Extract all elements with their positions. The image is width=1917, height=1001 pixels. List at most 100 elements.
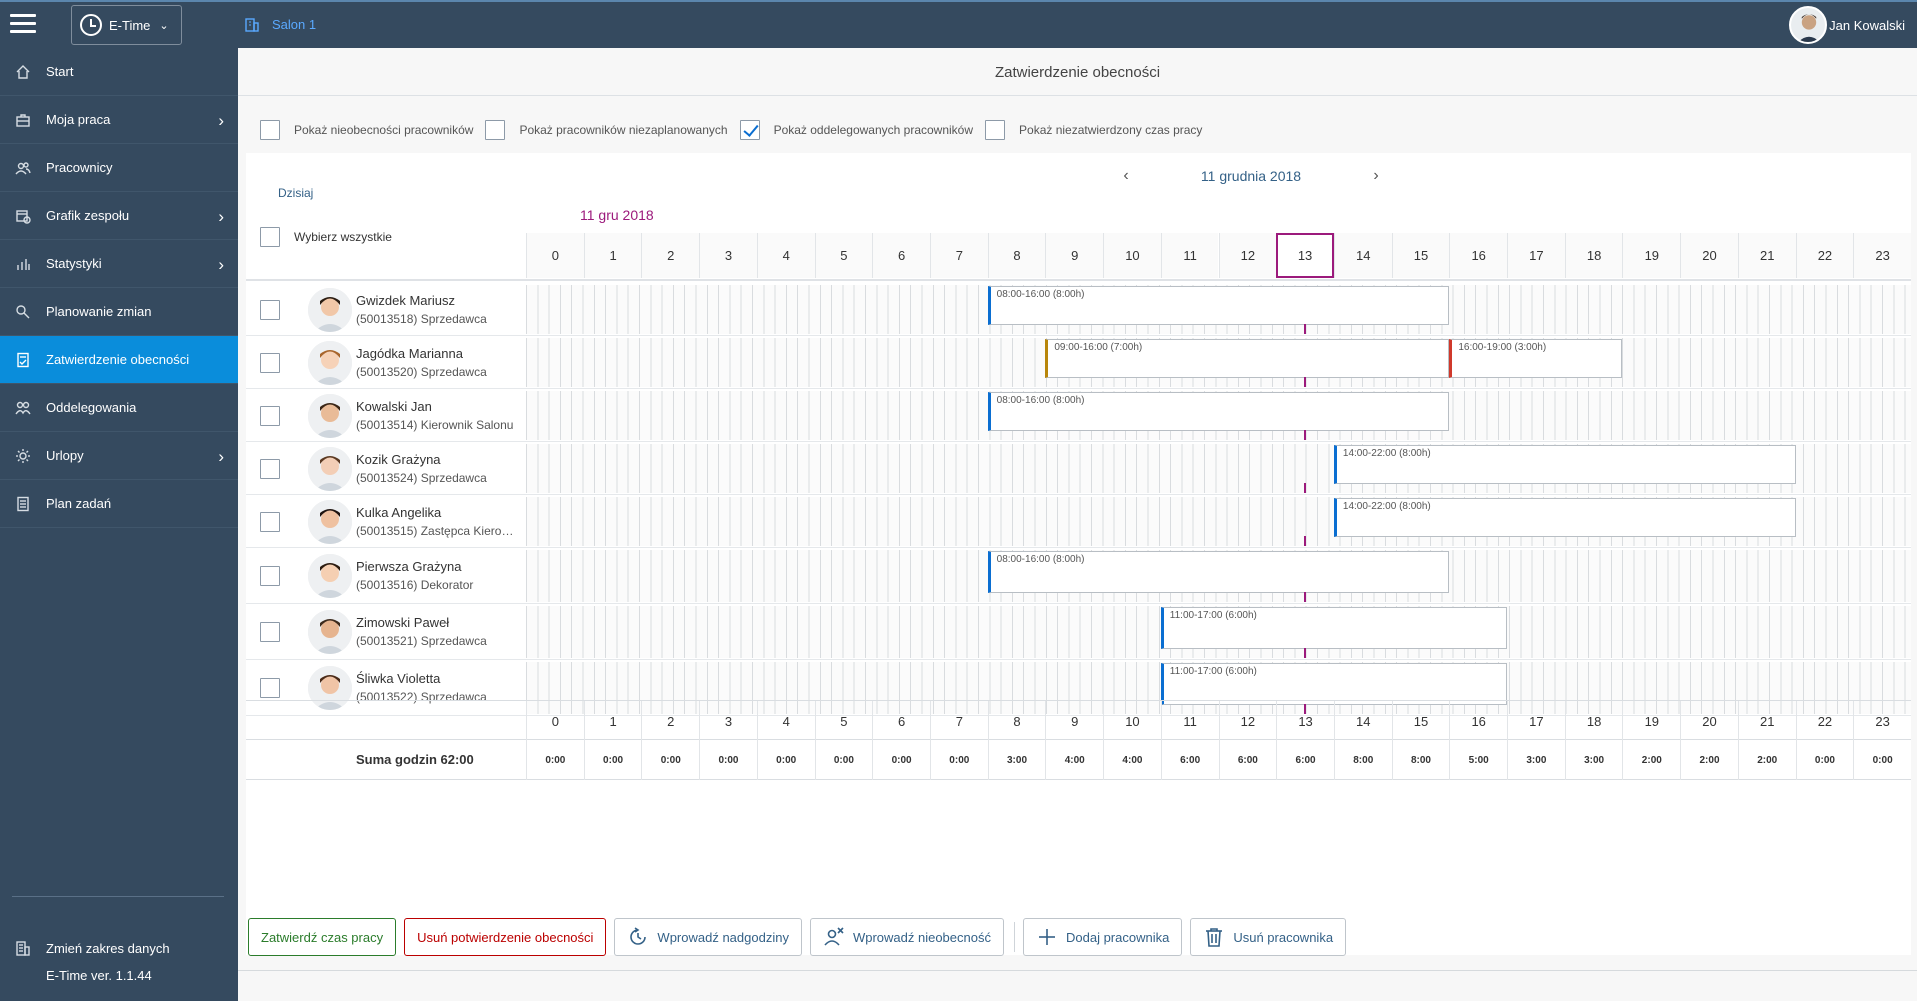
row-checkbox[interactable] [260,622,280,642]
row-checkbox[interactable] [260,299,280,320]
sidebar-item-3[interactable]: Grafik zespołu › [0,192,238,240]
hour-header: 9 [1045,233,1104,278]
shift-block[interactable]: 08:00-16:00 (8:00h) [987,286,1450,325]
overtime-button[interactable]: Wprowadź nadgodziny [614,918,802,956]
hour-header: 20 [1680,233,1738,278]
timeline-grid [526,606,1911,658]
sidebar-item-0[interactable]: Start [0,48,238,96]
change-range-item[interactable]: Zmień zakres danych [0,924,238,972]
user-menu[interactable]: Jan Kowalski [1789,6,1905,44]
sun-icon [14,447,32,465]
filter-checkbox[interactable] [985,120,1006,140]
sidebar-item-6[interactable]: Zatwierdzenie obecności [0,336,238,384]
calendar-icon [14,207,32,225]
shift-block[interactable]: 14:00-22:00 (8:00h) [1333,445,1796,484]
filter-checkbox[interactable] [260,120,280,140]
remove-approval-button[interactable]: Usuń potwierdzenie obecności [404,918,607,956]
table-row[interactable]: Jagódka Marianna (50013520) Sprzedawca 09:… [246,336,1911,389]
total-hours-label: Suma godzin 62:00 [356,752,474,767]
sidebar-item-label: Oddelegowania [46,400,137,415]
shift-block[interactable]: 09:00-16:00 (7:00h) [1045,339,1450,378]
shift-block[interactable]: 08:00-16:00 (8:00h) [987,392,1450,431]
row-checkbox[interactable] [260,678,280,698]
shift-block[interactable]: 11:00-17:00 (6:00h) [1160,663,1508,705]
plus-icon [1038,929,1055,945]
sidebar-item-7[interactable]: Oddelegowania [0,384,238,432]
add-employee-label: Dodaj pracownika [1065,929,1170,945]
app-switcher[interactable]: E-Time ⌄ [71,5,182,45]
filter-option-3[interactable]: Pokaż niezatwierdzony czas pracy [985,120,1202,140]
filter-label: Pokaż oddelegowanych pracowników [773,123,974,137]
hour-sum: 5:00 [1449,740,1507,780]
app-version: E-Time ver. 1.1.44 [46,968,152,983]
hour-header: 2 [641,233,700,278]
row-checkbox[interactable] [260,352,280,373]
current-time-marker [1304,483,1307,493]
user-avatar [1789,6,1828,44]
filter-option-2[interactable]: Pokaż oddelegowanych pracowników [739,120,974,140]
select-all[interactable]: Wybierz wszystkie [260,227,392,247]
hour-header: 19 [1622,233,1681,278]
add-employee-button[interactable]: Dodaj pracownika [1022,918,1183,956]
app-switcher-label: E-Time [109,17,151,33]
filter-checkbox[interactable] [485,120,506,140]
footer-hour: 20 [1680,701,1738,741]
table-row[interactable]: Gwizdek Mariusz (50013518) Sprzedawca 08:0… [246,283,1911,336]
today-link[interactable]: Dzisiaj [278,186,314,200]
hour-sum: 0:00 [929,740,988,780]
shift-block[interactable]: 08:00-16:00 (8:00h) [987,551,1450,593]
sidebar-item-5[interactable]: Planowanie zmian [0,288,238,336]
hour-header: 13 [1276,233,1334,278]
filter-option-1[interactable]: Pokaż pracowników niezaplanowanych [485,120,728,140]
sidebar-item-9[interactable]: Plan zadań [0,480,238,528]
filter-option-0[interactable]: Pokaż nieobecności pracowników [260,120,473,140]
table-row[interactable]: Kowalski Jan (50013514) Kierownik Salonu 0… [246,389,1911,442]
bar-chart-icon [14,255,32,273]
row-checkbox[interactable] [260,566,280,586]
sidebar-item-8[interactable]: Urlopy › [0,432,238,480]
shift-block[interactable]: 16:00-19:00 (3:00h) [1449,339,1623,378]
shift-block[interactable]: 11:00-17:00 (6:00h) [1160,607,1508,649]
approve-button[interactable]: Zatwierdź czas pracy [248,918,397,956]
shift-block[interactable]: 14:00-22:00 (8:00h) [1333,498,1796,537]
date-nav-label[interactable]: 11 grudnia 2018 [1200,168,1302,184]
hour-sum: 6:00 [1160,740,1219,780]
chevron-right-icon: › [218,255,224,274]
footer-hour: 11 [1160,701,1219,741]
row-checkbox[interactable] [260,458,280,479]
table-row[interactable]: Kozik Grażyna (50013524) Sprzedawca 14:00-… [246,442,1911,495]
filter-checkbox[interactable] [739,120,760,140]
toolbar-separator [1013,922,1015,952]
footer-hour: 1 [583,701,642,741]
hour-sum: 0:00 [699,740,757,780]
table-row[interactable]: Pierwsza Grażyna (50013516) Dekorator 08:0… [246,548,1911,604]
location-link[interactable]: Salon 1 [244,16,316,32]
next-day-icon[interactable]: › [1373,167,1379,184]
table-row[interactable]: Zimowski Paweł (50013521) Sprzedawca 11:00… [246,604,1911,660]
filter-bar: Pokaż nieobecności pracowników Pokaż prac… [260,118,1214,142]
footer-hour: 8 [987,701,1046,741]
remove-employee-button[interactable]: Usuń pracownika [1190,918,1347,956]
sidebar-item-1[interactable]: Moja praca › [0,96,238,144]
overtime-label: Wprowadź nadgodziny [657,929,789,945]
absence-button[interactable]: Wprowadź nieobecność [809,918,1004,956]
hour-sum: 3:00 [1564,740,1623,780]
select-all-checkbox[interactable] [260,227,280,247]
hour-header: 12 [1218,233,1277,278]
table-row[interactable]: Kulka Angelika (50013515) Zastępca Kierow… [246,495,1911,548]
trash-icon [1206,928,1223,947]
prev-day-icon[interactable]: ‹ [1123,167,1129,184]
row-checkbox[interactable] [260,511,280,532]
current-time-marker [1304,704,1307,714]
employee-name: Jagódka Marianna [356,345,463,361]
sidebar-item-4[interactable]: Statystyki › [0,240,238,288]
hour-header: 10 [1103,233,1161,278]
employee-details: (50013514) Kierownik Salonu [356,417,514,432]
footer-hour: 15 [1391,701,1450,741]
sidebar-item-2[interactable]: Pracownicy [0,144,238,192]
row-checkbox[interactable] [260,405,280,426]
hamburger-menu-icon[interactable] [10,14,36,34]
sidebar-item-label: Start [46,64,74,79]
change-range-label: Zmień zakres danych [46,940,170,956]
sidebar-item-label: Plan zadań [46,496,112,511]
